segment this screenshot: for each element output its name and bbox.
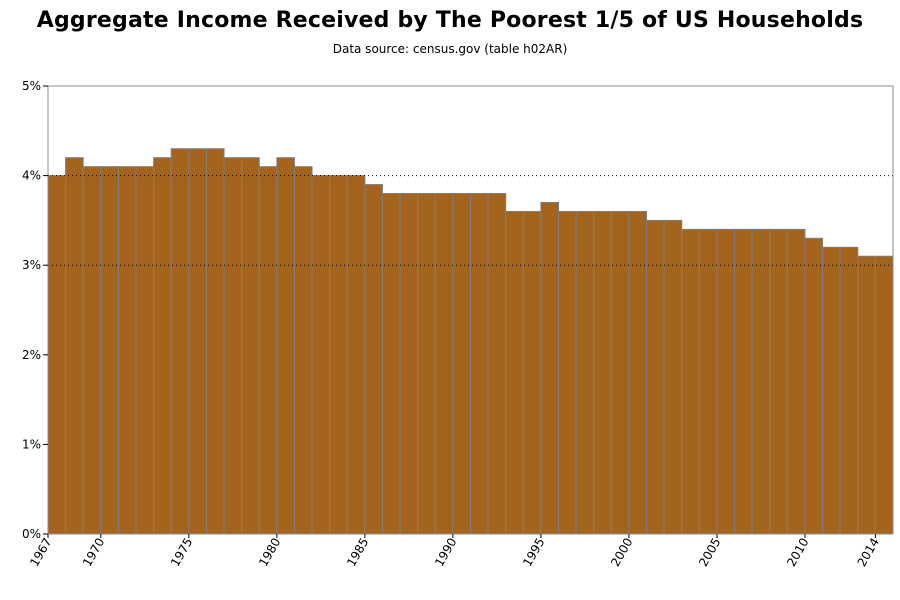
bar-1993: [505, 210, 524, 535]
chart-title: Aggregate Income Received by The Poorest…: [36, 8, 864, 33]
bar-2005: [716, 228, 736, 535]
x-tick-label: 2010: [784, 536, 811, 569]
bar-1968: [65, 157, 84, 535]
bar-2000: [628, 210, 648, 535]
chart-subtitle: Data source: census.gov (table h02AR): [332, 42, 568, 56]
bar-2012: [839, 246, 859, 535]
bar-2014: [874, 255, 894, 535]
bars-layer: [47, 148, 894, 535]
y-tick-label: 3%: [22, 258, 41, 272]
bar-1990: [452, 193, 471, 535]
x-tick-label: 1975: [168, 536, 195, 569]
x-tick-label: 1970: [80, 536, 107, 569]
bar-1992: [487, 193, 507, 535]
bar-1986: [381, 193, 401, 535]
bar-2013: [857, 255, 876, 535]
bar-1985: [364, 184, 383, 535]
bar-2003: [681, 228, 700, 535]
bar-1987: [399, 193, 419, 535]
x-tick-label: 1990: [432, 536, 459, 569]
bar-1976: [205, 148, 225, 535]
y-tick-label: 5%: [22, 79, 41, 93]
x-tick-label: 2000: [608, 536, 635, 569]
bar-1979: [258, 166, 278, 535]
bar-1978: [241, 157, 260, 535]
x-tick-label: 1985: [344, 536, 371, 569]
grid-layer: [48, 175, 893, 266]
bar-2002: [663, 219, 683, 535]
bar-1967: [47, 175, 67, 535]
bar-1974: [170, 148, 190, 535]
x-tick-label: 2014: [855, 536, 882, 569]
bar-1973: [153, 157, 172, 535]
bar-2006: [734, 228, 753, 535]
x-tick-label: 1995: [520, 536, 547, 569]
bar-1988: [417, 193, 436, 535]
y-tick-label: 4%: [22, 169, 41, 183]
bar-1984: [346, 175, 366, 535]
bar-2007: [751, 228, 771, 535]
bar-1983: [329, 175, 348, 535]
x-tick-label: 1980: [256, 536, 283, 569]
x-axis: 1967 1970 1975 1980 1985 1990 1995 2000 2005 2010…: [27, 534, 882, 569]
y-tick-label: 2%: [22, 348, 41, 362]
bar-2008: [769, 228, 788, 535]
y-tick-label: 0%: [22, 527, 41, 541]
bar-1995: [540, 201, 560, 535]
bar-1982: [311, 175, 331, 535]
bar-1972: [135, 166, 155, 535]
bar-1975: [188, 148, 207, 535]
bar-1996: [558, 210, 577, 535]
bar-1970: [100, 166, 119, 535]
bar-1981: [293, 166, 313, 535]
bar-1977: [223, 157, 243, 535]
bar-1969: [82, 166, 102, 535]
y-axis: 0% 1% 2% 3% 4% 5%: [22, 79, 48, 541]
plot-frame: [47, 85, 894, 535]
bar-1971: [117, 166, 137, 535]
bar-1991: [470, 193, 489, 535]
bar-2010: [804, 237, 824, 535]
bar-1999: [610, 210, 630, 535]
bar-2001: [646, 219, 665, 535]
bar-1998: [593, 210, 612, 535]
bar-1989: [434, 193, 454, 535]
bar-1997: [575, 210, 595, 535]
bar-2011: [822, 246, 841, 535]
bar-1994: [522, 210, 542, 535]
bar-1980: [276, 157, 295, 535]
y-tick-label: 1%: [22, 437, 41, 451]
bar-2004: [698, 228, 718, 535]
bar-2009: [786, 228, 806, 535]
x-tick-label: 2005: [696, 536, 723, 569]
